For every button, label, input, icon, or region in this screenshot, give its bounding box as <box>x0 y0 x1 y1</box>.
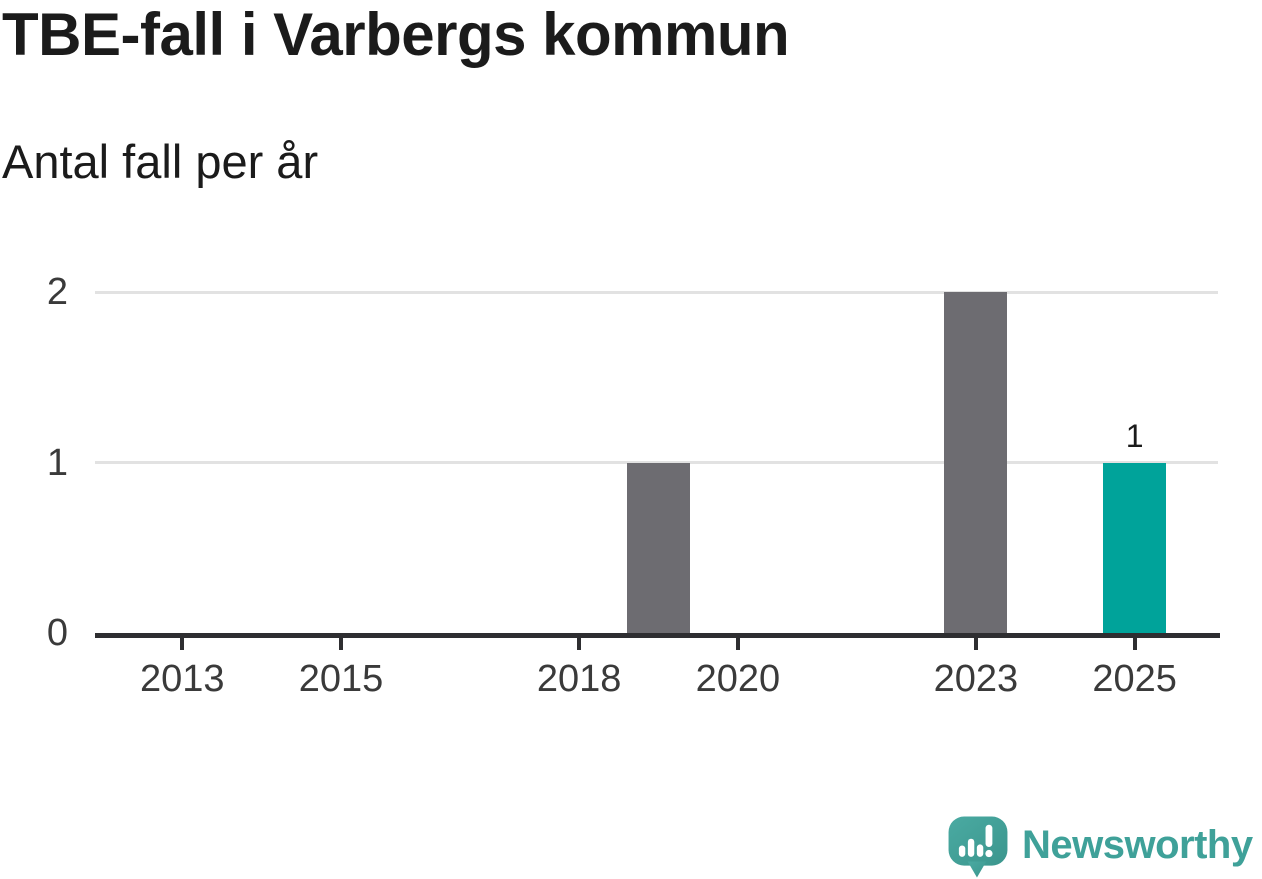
x-tick-2015 <box>339 638 344 650</box>
brand-footer: Newsworthy <box>948 816 1253 878</box>
newsworthy-logo-icon <box>948 816 1008 878</box>
brand-name: Newsworthy <box>1022 822 1253 867</box>
bar-2023 <box>944 292 1008 633</box>
x-axis-label-2023: 2023 <box>933 658 1019 700</box>
y-axis-label-1: 1 <box>46 441 68 484</box>
x-axis-line <box>95 633 1220 638</box>
x-axis-label-2020: 2020 <box>695 658 781 700</box>
x-tick-2018 <box>577 638 582 650</box>
x-tick-2023 <box>973 638 978 650</box>
x-tick-2025 <box>1132 638 1137 650</box>
x-axis-label-2015: 2015 <box>298 658 384 700</box>
x-axis-label-2025: 2025 <box>1092 658 1177 700</box>
gridline-y2 <box>95 290 1218 294</box>
x-tick-2013 <box>180 638 185 650</box>
x-axis-label-2018: 2018 <box>536 658 622 700</box>
x-tick-2020 <box>735 638 740 650</box>
y-axis-label-2: 2 <box>46 271 68 313</box>
logo-exclamation <box>985 824 993 858</box>
bar-2025 <box>1103 462 1167 633</box>
value-label-2025: 1 <box>1125 417 1144 454</box>
logo-bar-chart <box>958 838 984 857</box>
chart-subtitle: Antal fall per år <box>2 135 319 188</box>
y-axis-label-0: 0 <box>46 612 68 654</box>
chart-title: TBE-fall i Varbergs kommun <box>2 1 790 68</box>
bar-2019 <box>626 462 690 633</box>
x-axis-label-2013: 2013 <box>140 658 225 700</box>
